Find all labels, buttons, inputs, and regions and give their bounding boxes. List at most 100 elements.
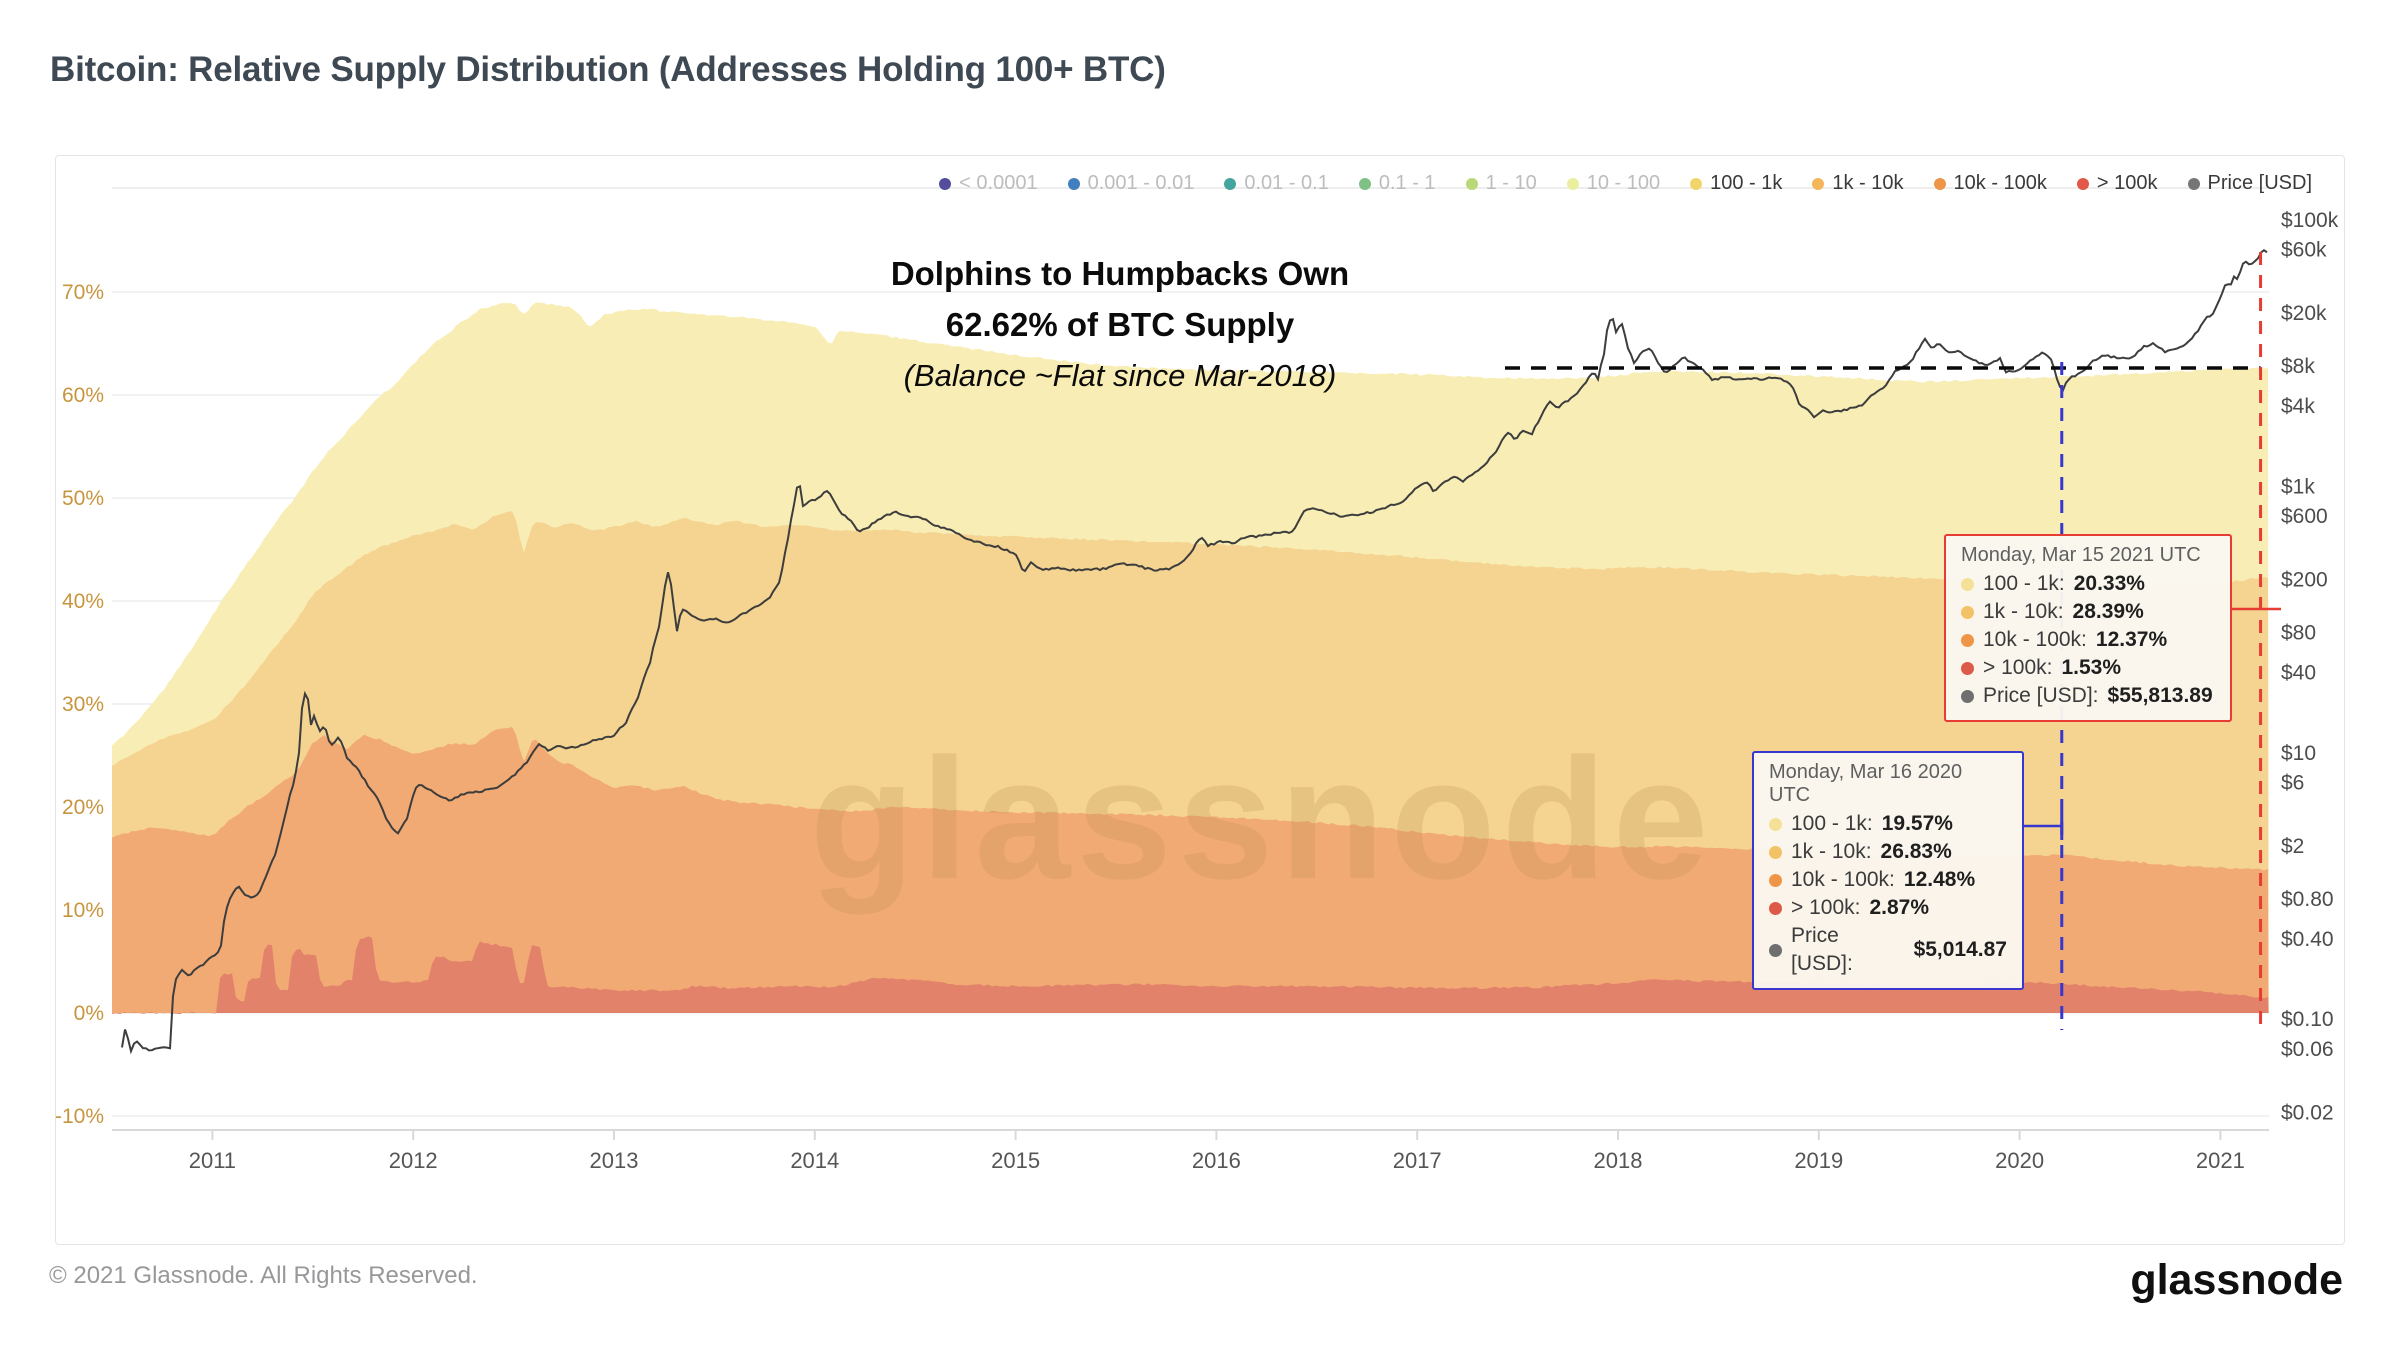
legend-dot-icon [1690,177,1703,190]
x-axis-tick: 2012 [389,1148,438,1173]
tooltip-row-value: 2.87% [1869,896,1930,919]
x-axis-tick: 2021 [2196,1148,2245,1173]
tooltip-dot-icon [1769,943,1782,957]
tooltip-row-value: $55,813.89 [2107,684,2213,707]
legend-item-0-01-0-1[interactable]: 0.01 - 0.1 [1224,172,1329,195]
legend-item-price-usd-[interactable]: Price [USD] [2187,172,2312,195]
tooltip-row: Price [USD]: $55,813.89 [1961,682,2215,710]
x-axis-tick: 2019 [1794,1148,1843,1173]
right-axis-tick: $1k [2281,475,2315,498]
left-axis-tick: 60% [62,384,104,407]
right-axis-tick: $0.10 [2281,1008,2334,1031]
legend-label: < 0.0001 [959,172,1038,194]
tooltip-row-label: 10k - 100k: [1791,868,1895,891]
legend-dot-icon [1224,177,1237,190]
right-axis-tick: $100k [2281,209,2339,232]
legend-dot-icon [1566,177,1579,190]
legend-item-10k-100k[interactable]: 10k - 100k [1933,172,2047,195]
right-axis-tick: $20k [2281,302,2327,325]
tooltip-row-label: 1k - 10k: [1983,600,2064,623]
tooltip-row-label: 1k - 10k: [1791,840,1872,863]
right-axis-tick: $60k [2281,239,2327,262]
tooltip-row: 1k - 10k: 28.39% [1961,598,2215,626]
right-axis-tick: $6 [2281,771,2304,794]
legend-dot-icon [1067,177,1080,190]
legend-item-0-001-0-01[interactable]: 0.001 - 0.01 [1067,172,1195,195]
annotation-line-2: 62.62% of BTC Supply [945,306,1295,343]
tooltip-row: > 100k: 2.87% [1769,894,2007,922]
left-axis-tick: -10% [55,1105,104,1128]
legend-item-10-100[interactable]: 10 - 100 [1566,172,1660,195]
right-axis-tick: $0.06 [2281,1038,2334,1061]
tooltip-dot-icon [1769,901,1782,915]
x-axis-tick: 2014 [790,1148,839,1173]
legend-dot-icon [1933,177,1946,190]
right-axis-tick: $600 [2281,505,2328,528]
tooltip-dot-icon [1961,661,1974,675]
tooltip-dot-icon [1769,845,1782,859]
tooltip-row-value: 1.53% [2061,656,2122,679]
tooltip-row-value: 26.83% [1880,840,1952,863]
right-axis: $100k $60k $20k $8k $4k $1k $600 $200 $80 $40 $10 $… [2281,209,2339,1124]
tooltip-row-value: 28.39% [2072,600,2144,623]
tooltip-dot-icon [1961,577,1974,591]
legend-item-1k-10k[interactable]: 1k - 10k [1812,172,1904,195]
legend-item-100-1k[interactable]: 100 - 1k [1690,172,1782,195]
x-axis-tick: 2020 [1995,1148,2044,1173]
tooltip-row: 100 - 1k: 19.57% [1769,810,2007,838]
glassnode-watermark: glassnode [810,723,1715,915]
tooltip-row: 10k - 100k: 12.48% [1769,866,2007,894]
legend-dot-icon [1358,177,1371,190]
tooltip-row-label: 100 - 1k: [1791,812,1873,835]
area--100k [112,936,2269,1015]
left-axis-tick: 70% [62,281,104,304]
tooltip-row-value: 12.37% [2095,628,2168,651]
tooltip-dot-icon [1961,633,1974,647]
x-axis-tick: 2016 [1192,1148,1241,1173]
chart-annotation: Dolphins to Humpbacks Own 62.62% of BTC … [770,248,1470,401]
legend-item--100k[interactable]: > 100k [2076,172,2158,195]
left-axis: 70% 60% 50% 40% 30% 20% 10% 0% -10% [55,281,104,1128]
footer-copyright: © 2021 Glassnode. All Rights Reserved. [49,1262,478,1289]
price-line [121,248,2268,1055]
tooltip-date: Monday, Mar 16 2020 UTC [1769,761,1963,806]
legend-label: 10k - 100k [1953,172,2047,194]
legend-item-0-1-1[interactable]: 0.1 - 1 [1358,172,1436,195]
annotation-line-1: Dolphins to Humpbacks Own [890,255,1350,292]
legend-label: 1k - 10k [1832,172,1904,194]
tooltip-row-value: $5,014.87 [1913,938,2007,961]
legend-item-1-10[interactable]: 1 - 10 [1465,172,1537,195]
left-axis-tick: 10% [62,899,104,922]
right-axis-tick: $8k [2281,355,2315,378]
left-axis-tick: 30% [62,693,104,716]
legend-dot-icon [2187,177,2200,190]
tooltip-dot-icon [1769,817,1782,831]
tooltip-row-value: 20.33% [2073,572,2145,595]
page-title: Bitcoin: Relative Supply Distribution (A… [50,50,1166,89]
legend-item--0-0001[interactable]: < 0.0001 [939,172,1038,195]
chart-legend: < 0.0001 0.001 - 0.01 0.01 - 0.1 0.1 - 1 1 -… [939,172,2312,195]
tooltip-dot-icon [1769,873,1782,887]
tooltip-row-label: > 100k: [1791,896,1861,919]
right-axis-tick: $200 [2281,569,2328,592]
tooltip-row-label: 100 - 1k: [1983,572,2065,595]
left-axis-tick: 0% [74,1002,104,1025]
legend-label: 0.001 - 0.01 [1087,172,1195,194]
tooltip-row-label: 10k - 100k: [1983,628,2087,651]
tooltip-row-value: 12.48% [1903,868,1976,891]
tooltip-0: Monday, Mar 15 2021 UTC 100 - 1k: 20.33% 1… [1944,534,2232,722]
legend-dot-icon [2076,177,2089,190]
right-axis-tick: $0.80 [2281,888,2334,911]
legend-label: 0.1 - 1 [1378,172,1436,194]
tooltip-1: Monday, Mar 16 2020 UTC 100 - 1k: 19.57% 1… [1752,751,2024,990]
legend-label: > 100k [2096,172,2158,194]
right-axis-tick: $4k [2281,395,2315,418]
right-axis-tick: $0.02 [2281,1101,2334,1124]
tooltip-row: 10k - 100k: 12.37% [1961,626,2215,654]
x-axis-tick: 2013 [590,1148,639,1173]
x-axis-tick: 2015 [991,1148,1040,1173]
glassnode-logo: glassnode [2130,1256,2343,1304]
left-axis-tick: 20% [62,796,104,819]
